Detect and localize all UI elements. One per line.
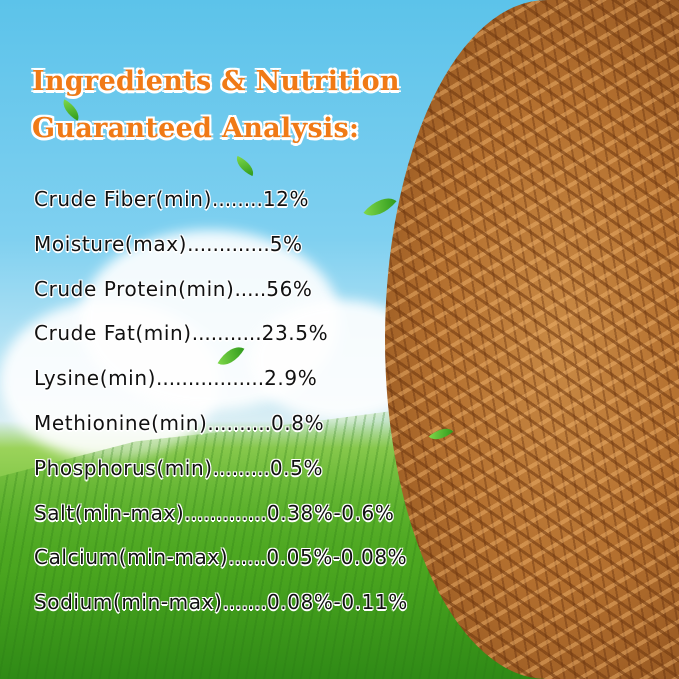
dot-leader: ........ [211,187,263,211]
nutrient-value: 12% [262,187,310,211]
nutrition-row: Crude Protein(min).....56% [34,274,408,319]
dot-leader: ...... [228,545,267,570]
nutrient-label: Lysine(min) [34,366,157,391]
nutrition-list: Crude Fiber(min)........12% Moisture(max)… [34,184,408,632]
nutrient-value: 0.8% [270,410,325,435]
nutrient-label: Salt(min-max) [34,500,185,525]
dot-leader: ............. [184,500,267,525]
nutrition-row: Crude Fat(min)...........23.5% [34,318,408,363]
nutrition-row: Crude Fiber(min)........12% [34,184,408,229]
nutrient-value: 0.05%-0.08% [266,545,408,570]
title-line-2: Guaranteed Analysis: [32,113,360,144]
nutrient-label: Crude Fiber(min) [34,187,212,211]
nutrition-row: Calcium(min-max)......0.05%-0.08% [34,542,408,587]
nutrient-value: 0.5% [269,455,324,480]
dot-leader: ..... [234,276,267,301]
nutrient-value: 0.08%-0.11% [266,590,408,615]
dot-leader: ........... [191,321,262,346]
nutrition-row: Salt(min-max).............0.38%-0.6% [34,498,408,543]
dot-leader: ......... [212,455,270,480]
title-line-1: Ingredients & Nutrition [32,66,400,97]
page-title: Ingredients & Nutrition Guaranteed Analy… [32,58,400,152]
nutrient-value: 56% [266,276,313,301]
nutrition-row: Sodium(min-max).......0.08%-0.11% [34,587,408,632]
nutrient-value: 5% [269,231,303,256]
dot-leader: ....... [222,590,267,615]
nutrient-label: Crude Protein(min) [34,276,235,301]
nutrient-label: Calcium(min-max) [34,545,229,570]
mealworms-image [385,0,679,679]
dot-leader: .......... [207,410,271,435]
nutrition-row: Phosphorus(min).........0.5% [34,453,408,498]
nutrient-label: Moisture(max) [34,231,188,256]
nutrition-row: Lysine(min).................2.9% [34,363,408,408]
nutrition-row: Moisture(max).............5% [34,229,408,274]
dot-leader: ............. [187,231,270,256]
nutrient-label: Phosphorus(min) [34,455,213,480]
dot-leader: ................. [156,366,265,391]
nutrition-row: Methionine(min)..........0.8% [34,408,408,453]
nutrient-label: Methionine(min) [34,410,208,435]
nutrient-value: 23.5% [261,321,329,346]
nutrient-value: 0.38%-0.6% [266,500,395,525]
nutrient-label: Sodium(min-max) [34,590,223,615]
nutrient-value: 2.9% [264,366,318,391]
nutrient-label: Crude Fat(min) [34,321,192,346]
